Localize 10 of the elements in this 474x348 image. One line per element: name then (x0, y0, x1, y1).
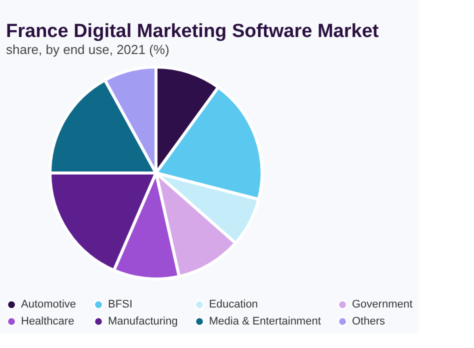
legend-label: Government (352, 298, 413, 311)
legend-label: Education (209, 298, 258, 311)
legend-label: Manufacturing (108, 316, 178, 328)
legend-label: Others (352, 316, 386, 328)
legend-label: Media & Entertainment (209, 316, 321, 328)
chart-title: France Digital Marketing Software Market (6, 21, 380, 42)
legend-label: Healthcare (21, 316, 74, 328)
legend-label: BFSI (108, 298, 132, 311)
legend-label: Automotive (21, 298, 76, 311)
chart-subtitle: share, by end use, 2021 (%) (6, 42, 170, 57)
